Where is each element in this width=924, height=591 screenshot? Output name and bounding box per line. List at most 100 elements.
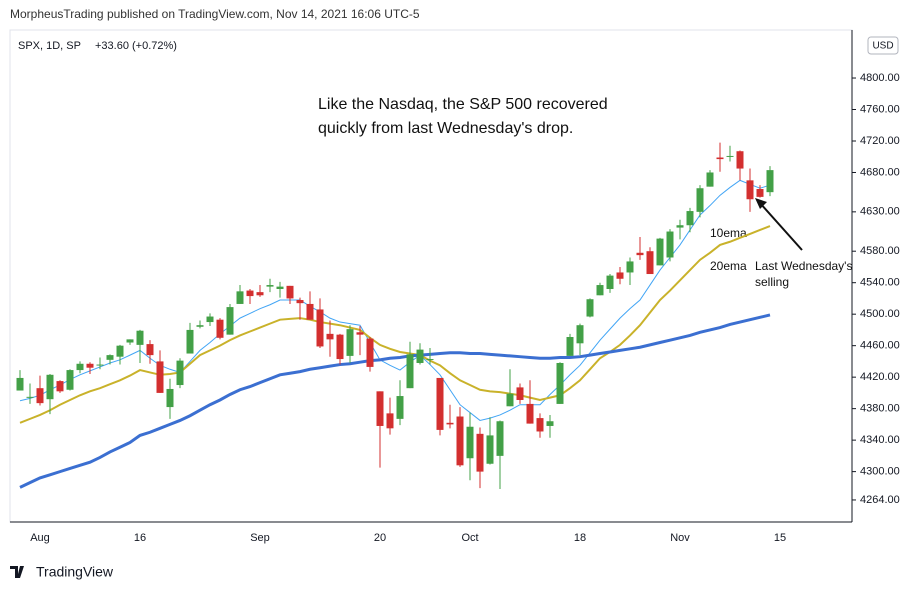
candle-body [196,325,204,327]
x-tick-label: Aug [30,532,50,544]
y-tick-label: 4540.00 [860,277,900,289]
candle-body [136,330,144,345]
candle-body [756,189,764,197]
y-tick-label: 4380.00 [860,403,900,415]
candle-body [106,355,114,360]
candle-body [526,403,534,424]
candle-body [36,388,44,404]
candle-body [416,349,424,363]
candle-body [666,231,674,258]
annotation: quickly from last Wednesday's drop. [318,120,573,137]
candle-body [66,370,74,390]
y-tick-label: 4680.00 [860,166,900,178]
candle-body [706,172,714,187]
x-tick-label: 18 [574,532,586,544]
candle-body [686,211,694,226]
candle-body [216,319,224,338]
candle-body [426,359,434,361]
y-tick-label: 4720.00 [860,135,900,147]
y-tick-label: 4630.00 [860,206,900,218]
candle-body [496,421,504,456]
candle-body [46,374,54,400]
candle-body [446,422,454,425]
candle-body [646,251,654,275]
candle-body [316,309,324,347]
candle-body [336,334,344,360]
logo [10,566,24,578]
candle-body [436,377,444,430]
candle-body [236,291,244,304]
annotation: selling [755,275,789,289]
ma-line [19,313,771,489]
candle-body [126,339,134,343]
candle-body [246,290,254,297]
candle-body [296,300,304,304]
ma-line [19,179,771,421]
candle-body [146,344,154,356]
candle-body [176,360,184,386]
candle-body [746,180,754,200]
candle-body [26,396,34,398]
footer: TradingView [36,564,114,580]
candle-body [466,426,474,459]
arrow [759,202,803,251]
candle-body [326,333,334,340]
x-tick-label: Sep [250,532,270,544]
candle-body [206,316,214,323]
candle-body [286,285,294,299]
annotation: Last Wednesday's [755,259,852,273]
header: MorpheusTrading published on TradingView… [10,7,420,21]
currency: USD [872,41,893,52]
symbol: SPX, 1D, SP [18,40,81,52]
candle-body [696,188,704,212]
candle-body [626,261,634,273]
y-tick-label: 4580.00 [860,245,900,257]
candle-body [366,338,374,367]
candle-body [186,329,194,354]
x-tick-label: 16 [134,532,146,544]
candle-body [586,299,594,317]
candle-body [556,362,564,404]
y-tick-label: 4800.00 [860,72,900,84]
candle-body [396,396,404,419]
candle-body [656,238,664,266]
y-tick-label: 4300.00 [860,466,900,478]
y-tick-label: 4460.00 [860,340,900,352]
currency-box [867,36,899,55]
change: +33.60 (+0.72%) [95,40,177,52]
annotation: 20ema [710,259,747,273]
y-tick-label: 4420.00 [860,371,900,383]
annotation: Like the Nasdaq, the S&P 500 recovered [318,96,608,113]
candle-body [116,345,124,357]
x-tick-label: 15 [774,532,786,544]
candle-body [516,387,524,400]
candle-body [376,391,384,426]
candle-body [86,363,94,368]
arrow-head [755,198,767,209]
candle-body [96,364,104,366]
x-tick-label: Nov [670,532,690,544]
candle-body [306,303,314,320]
candle-body [566,337,574,356]
candle-body [276,286,284,289]
candle-body [716,157,724,160]
candle-body [346,329,354,356]
candle-body [76,363,84,371]
candle-body [226,307,234,335]
ma-line [19,225,771,424]
candle-body [166,388,174,408]
candle-body [636,252,644,256]
candle-body [506,393,514,407]
candle-body [356,332,364,335]
candle-body [576,325,584,344]
candle-body [256,292,264,296]
candle-body [456,416,464,466]
candle-body [736,151,744,169]
y-tick-label: 4264.00 [860,494,900,506]
candle-body [606,275,614,289]
candle-body [486,435,494,464]
candle-body [726,155,734,157]
x-tick-label: 20 [374,532,386,544]
candle-body [546,421,554,426]
